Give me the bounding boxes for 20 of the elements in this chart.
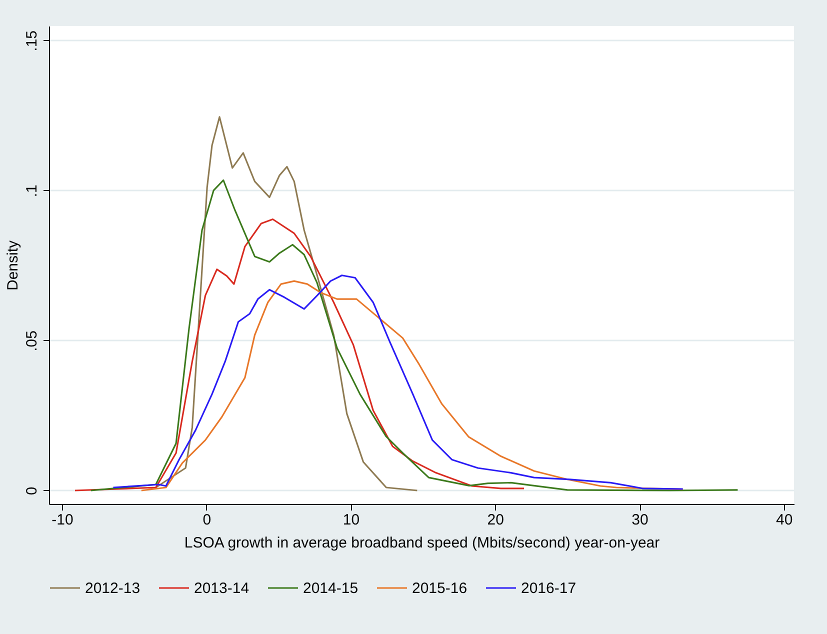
- y-tick-label: .05: [24, 330, 40, 352]
- line-series: [90, 179, 738, 492]
- x-tick-label: 10: [342, 512, 360, 528]
- legend-label: 2012-13: [85, 580, 140, 597]
- y-tick-label: .15: [24, 30, 40, 52]
- x-tick-label: -10: [52, 512, 74, 528]
- x-tick-label: 0: [202, 512, 212, 528]
- legend-label: 2014-15: [303, 580, 358, 597]
- x-tick-label: 30: [632, 512, 648, 528]
- legend-label: 2013-14: [194, 580, 250, 597]
- legend-label: 2015-16: [412, 580, 468, 597]
- y-tick-label: .1: [24, 184, 40, 198]
- x-tick-label: 20: [487, 512, 504, 528]
- line-series: [155, 116, 418, 492]
- line-series: [74, 218, 525, 492]
- x-axis-title: LSOA growth in average broadband speed (Mbits/second) year-on-year: [184, 534, 660, 552]
- y-tick-label: 0: [24, 486, 40, 496]
- y-axis-title: Density: [4, 240, 22, 291]
- legend-label: 2016-17: [521, 580, 576, 597]
- x-tick-label: 40: [776, 512, 793, 528]
